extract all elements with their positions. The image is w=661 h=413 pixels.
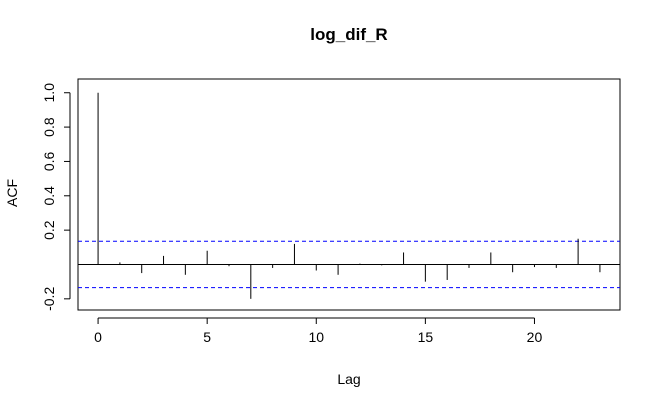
x-tick-label-0: 0 (94, 329, 102, 345)
x-axis-label: Lag (337, 371, 360, 387)
y-tick-label-4: 0.8 (41, 117, 57, 137)
x-tick-label-10: 10 (308, 329, 324, 345)
plot-frame (77, 78, 621, 311)
y-tick-label-1: 0.2 (41, 220, 57, 240)
y-tick-label-5: 1.0 (41, 83, 57, 103)
y-axis-label: ACF (4, 179, 20, 207)
x-tick-label-15: 15 (418, 329, 434, 345)
y-tick-label-2: 0.4 (41, 186, 57, 206)
plot-area: 0 5 10 15 20 -0.2 0.2 0.4 0.6 0.8 1.0 (41, 78, 621, 345)
x-tick-label-5: 5 (203, 329, 211, 345)
x-tick-label-20: 20 (527, 329, 543, 345)
y-tick-label-0: -0.2 (41, 287, 57, 311)
y-tick-label-3: 0.6 (41, 151, 57, 171)
chart-title: log_dif_R (310, 25, 387, 44)
